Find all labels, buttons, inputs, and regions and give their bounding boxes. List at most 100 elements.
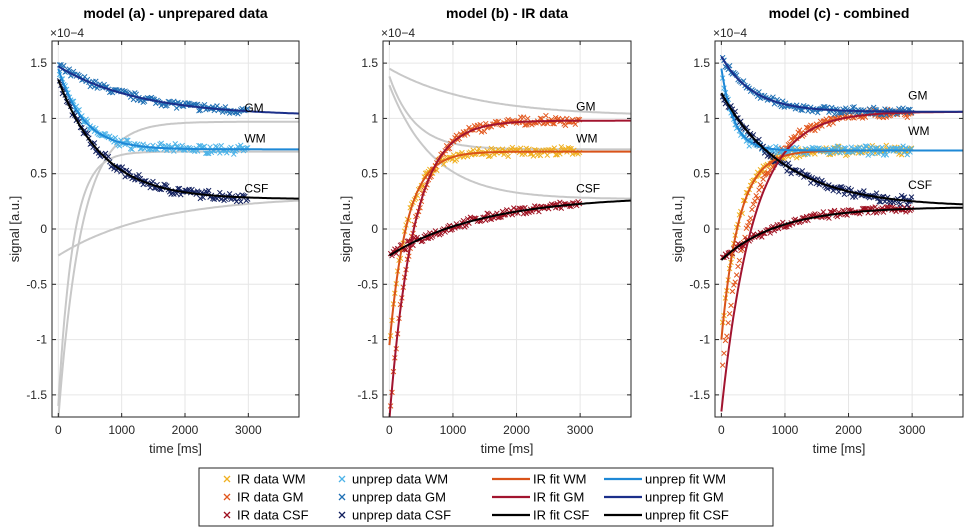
data-point [537,115,544,122]
data-point [403,247,409,253]
legend-marker [338,493,346,501]
y-axis-label: signal [a.u.] [338,196,353,263]
y-tick-label: 0 [40,222,47,236]
x-tick-label: 1000 [108,423,135,437]
data-point [119,164,126,170]
legend: IR data WM IR data GM IR data CSF unprep da… [198,467,774,527]
data-point [244,105,251,112]
data-point [760,176,766,182]
legend-marker [338,511,346,519]
data-point [719,362,726,368]
data-point [237,198,244,205]
fit-line-unprep-fit-gm [57,65,299,115]
y-tick-label: 1.5 [30,56,47,70]
data-point [746,219,752,226]
data-point [476,145,482,152]
data-point [724,333,730,339]
y-tick-label: 1 [703,111,710,125]
data-point [61,62,67,69]
data-point [732,279,738,285]
data-point [129,146,135,153]
data-point [56,62,63,68]
legend-label: IR fit CSF [533,508,589,523]
legend-entry: unprep data GM [338,490,446,505]
data-point [815,109,821,116]
x-tick-label: 0 [718,423,725,437]
annotation-wm: WM [576,132,597,146]
data-point [505,153,511,160]
data-point [835,143,842,149]
chart-title: model (a) - unprepared data [83,5,268,21]
data-point [728,302,734,309]
data-point [759,234,765,240]
data-point [827,115,834,121]
fit-line-ir-fit-gm [388,119,631,417]
data-point [196,142,202,149]
data-point [196,107,202,114]
data-point [524,115,531,122]
legend-label: unprep fit CSF [645,508,729,523]
data-point [544,152,551,158]
plot-content [56,62,299,417]
annotation-csf: CSF [244,182,268,196]
y-tick-label: 0 [371,222,378,236]
y-axis-label: signal [a.u.] [670,196,685,263]
data-point [205,187,212,194]
y-tick-label: -0.5 [26,277,47,291]
y-tick-label: 0.5 [361,167,378,181]
data-point [136,171,142,178]
reference-curve-1 [388,67,631,115]
plot-content [719,54,963,412]
panel-1: 0 1000 2000 3000 -1.5 -1 -0.5 0 0.5 1 1.5 ×10−4 mode… [338,5,632,456]
x-tick-label: 0 [386,423,393,437]
legend-marker [223,493,231,501]
data-point [510,205,517,211]
fit-line-ir-fit-wm [388,150,631,346]
data-point [733,272,740,278]
y-tick-label: 1.5 [693,56,710,70]
data-point [759,184,765,190]
annotation-gm: GM [244,101,263,115]
fit-line-unprep-fit-csf [57,79,299,200]
data-point [849,104,856,111]
y-tick-label: -0.5 [689,277,710,291]
data-point [558,144,565,150]
data-point [784,168,790,174]
data-point [901,194,908,200]
annotation-csf: CSF [576,182,600,196]
data-point [568,145,574,152]
data-point [851,104,857,110]
data-point [796,127,803,133]
data-point [485,153,492,160]
data-point [831,111,838,118]
legend-label: IR data GM [237,490,303,505]
fit-line-ir-fit-csf [720,206,963,261]
legend-entry: IR data WM [223,472,306,487]
data-point [726,310,733,317]
legend-entry: IR fit CSF [492,508,589,523]
legend-label: IR data CSF [237,508,309,523]
x-tick-label: 3000 [899,423,926,437]
data-point [835,144,842,151]
data-point [725,320,731,326]
data-point [722,337,729,344]
data-point [499,146,506,152]
data-point [150,178,156,185]
y-tick-label: -1 [36,333,47,347]
panel-0: 0 1000 2000 3000 -1.5 -1 -0.5 0 0.5 1 1.5 ×10−4 mode… [7,5,300,456]
data-point [872,204,878,210]
data-point [523,122,530,128]
annotation-gm: GM [908,89,927,103]
y-tick-label: 0 [703,222,710,236]
legend-marker [338,475,346,483]
y-tick-label: 1 [371,111,378,125]
legend-entry: unprep data WM [338,472,448,487]
data-point [731,282,737,288]
data-point [201,101,208,108]
x-tick-label: 3000 [235,423,262,437]
data-point [767,230,773,236]
x-tick-label: 1000 [440,423,467,437]
legend-box [198,467,774,527]
data-point [125,137,131,144]
data-point [550,120,556,127]
